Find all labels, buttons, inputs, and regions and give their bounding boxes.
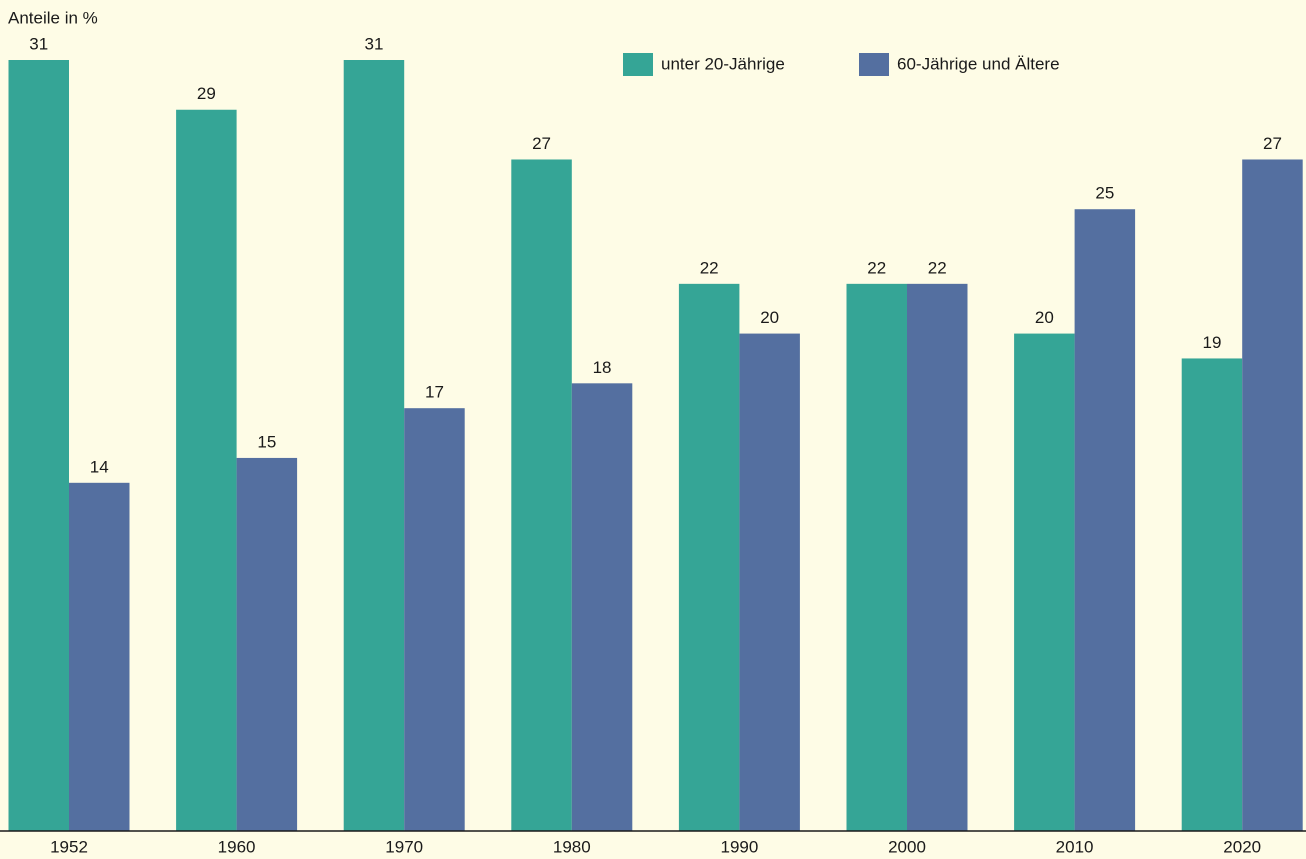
axis-label: Anteile in % [8,8,98,27]
bar [1014,333,1075,831]
bar [1074,209,1136,831]
legend-label: unter 20-Jährige [661,54,785,73]
legend-swatch [859,53,889,76]
bar [176,109,237,831]
bar [739,333,800,831]
value-label: 29 [197,84,216,103]
legend-label: 60-Jährige und Ältere [897,54,1060,73]
value-label: 20 [760,308,779,327]
value-label: 17 [425,383,444,402]
value-label: 22 [700,258,719,277]
x-tick-label: 1952 [50,837,88,856]
value-label: 22 [928,258,947,277]
bar [343,60,405,831]
value-label: 25 [1095,184,1114,203]
x-tick-label: 1980 [553,837,591,856]
value-label: 27 [1263,134,1282,153]
value-label: 14 [90,457,109,476]
x-tick-label: 2010 [1056,837,1094,856]
bar [511,159,572,831]
value-label: 20 [1035,308,1054,327]
bar [1181,358,1243,831]
value-label: 22 [867,258,886,277]
bar [69,482,130,831]
x-tick-label: 2020 [1223,837,1261,856]
bar [678,283,740,831]
value-label: 31 [29,34,48,53]
x-tick-label: 1990 [720,837,758,856]
value-label: 15 [257,432,276,451]
bar [1242,159,1303,831]
value-label: 19 [1202,333,1221,352]
bar [236,457,298,831]
bar [846,283,907,831]
value-label: 27 [532,134,551,153]
x-tick-label: 2000 [888,837,926,856]
legend-swatch [623,53,653,76]
bar [571,383,633,831]
bar [404,408,465,831]
value-label: 18 [593,358,612,377]
value-label: 31 [364,34,383,53]
x-tick-label: 1960 [218,837,256,856]
bar [8,60,69,831]
bars [8,60,1303,831]
bar [907,283,968,831]
x-tick-label: 1970 [385,837,423,856]
